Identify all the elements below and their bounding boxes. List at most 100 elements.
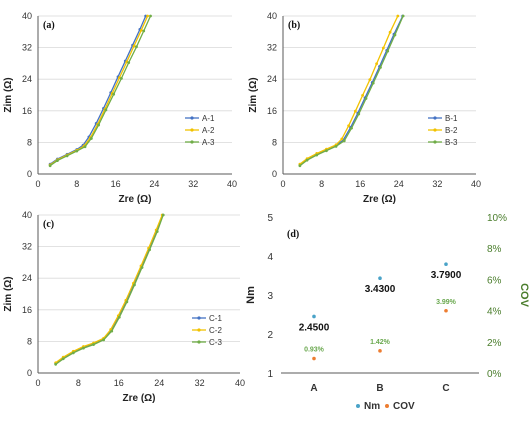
x-tick-label: 8 [76,378,81,388]
y-tick-label: 8 [27,137,32,147]
panel-c: 0 8 16 24 32 40 0 8 16 24 32 40 Zre (Ω) Zim (Ω) (c) C-1… [3,210,245,404]
y-tick-label: 16 [22,106,32,116]
series-line-C-2 [55,214,163,364]
x-tick-label: 32 [195,378,205,388]
data-point [133,283,136,287]
data-point [298,164,302,168]
data-point [364,97,368,100]
panel-b: 0 8 16 24 32 40 0 8 16 24 32 40 Zre (Ω) Zim (Ω) (b) B-1… [248,11,481,205]
data-point [371,81,375,85]
y-tick-label: 2 [267,330,273,341]
y-tick-label: 0 [27,169,32,179]
legend-label: A-1 [202,114,215,123]
series-line-B-3 [299,15,404,167]
y-tick-label: 24 [22,273,32,283]
nm-point [444,262,448,266]
data-point [357,112,361,116]
y-tick-label: 40 [22,210,32,220]
legend-marker [356,404,360,408]
series-line-B-1 [299,15,404,166]
data-point [75,149,79,153]
y2-tick-label: 2% [487,338,502,349]
cov-data-label: 0.93% [304,346,325,353]
data-point [315,153,319,157]
panel-label: (a) [43,20,55,31]
cov-point [378,349,382,353]
x-tick-label: 0 [35,378,40,388]
data-point [89,137,93,140]
y-axis-label: Zim (Ω) [3,276,14,311]
x-tick-label: 0 [35,179,40,189]
x-tick-label: 8 [319,179,324,189]
data-point [161,213,165,217]
legend-marker [197,340,201,344]
y-tick-label: 32 [267,43,277,53]
data-point [148,248,152,252]
x-tick-label: 16 [111,179,121,189]
y-tick-label: 40 [267,11,277,21]
nm-point [312,314,316,319]
data-point [61,357,65,361]
x-axis-label: Zre (Ω) [122,393,155,404]
data-point [305,158,309,162]
x-axis-label: Zre (Ω) [118,194,151,205]
y-axis-label: Zim (Ω) [3,77,14,112]
legend-marker [433,116,437,120]
legend-label: B-3 [445,138,458,147]
x-tick-label: 8 [74,179,79,189]
series-line-A-1 [49,15,147,165]
data-point [127,61,131,65]
x-tick-label: 16 [114,378,124,388]
data-point [71,351,75,355]
data-point [381,46,385,50]
data-point [361,93,365,97]
panel-d: 1 2 3 4 5 0% 2% 4% 6% 8% 10% A B C Nm COV (d) 2.4500 3.430… [245,213,530,412]
y-tick-label: 32 [22,242,32,252]
category-label: B [376,383,383,394]
legend-marker [433,128,437,132]
data-point [110,329,114,333]
series-line-C-1 [55,214,164,365]
legend-label: Nm [364,401,380,412]
nm-data-label: 2.4500 [299,322,330,333]
category-label: A [310,383,317,394]
x-tick-label: 24 [394,179,404,189]
data-point [102,338,106,342]
data-point [155,230,159,233]
x-tick-label: 24 [154,378,164,388]
legend-marker [190,140,194,144]
data-point [149,14,152,18]
y-tick-label: 8 [272,137,277,147]
data-point [342,139,346,143]
y2-tick-label: 10% [487,213,507,224]
x-axis-label: Zre (Ω) [363,194,396,205]
y-tick-label: 4 [267,252,273,263]
x-tick-label: 0 [280,179,285,189]
y2-axis-label: COV [518,283,530,308]
data-point [340,137,344,141]
y-tick-label: 24 [22,74,32,84]
data-point [379,65,382,69]
data-point [401,14,405,18]
data-point [350,126,353,130]
cov-point [444,308,448,313]
data-point [125,300,129,304]
data-point [347,124,351,128]
data-point [56,159,59,162]
legend-marker [190,116,194,120]
data-point [97,123,101,127]
legend-marker [433,140,437,144]
y-tick-label: 0 [27,368,32,378]
legend-marker [197,328,201,332]
nm-data-label: 3.4300 [365,284,396,295]
data-point [334,144,338,148]
y-tick-label: 16 [22,305,32,315]
data-point [142,29,146,33]
data-point [82,346,85,350]
legend-marker [190,128,194,132]
panel-label: (c) [43,219,54,230]
x-tick-label: 40 [235,378,245,388]
y-tick-label: 24 [267,74,277,84]
panel-label: (b) [288,20,300,31]
data-point [140,266,144,269]
